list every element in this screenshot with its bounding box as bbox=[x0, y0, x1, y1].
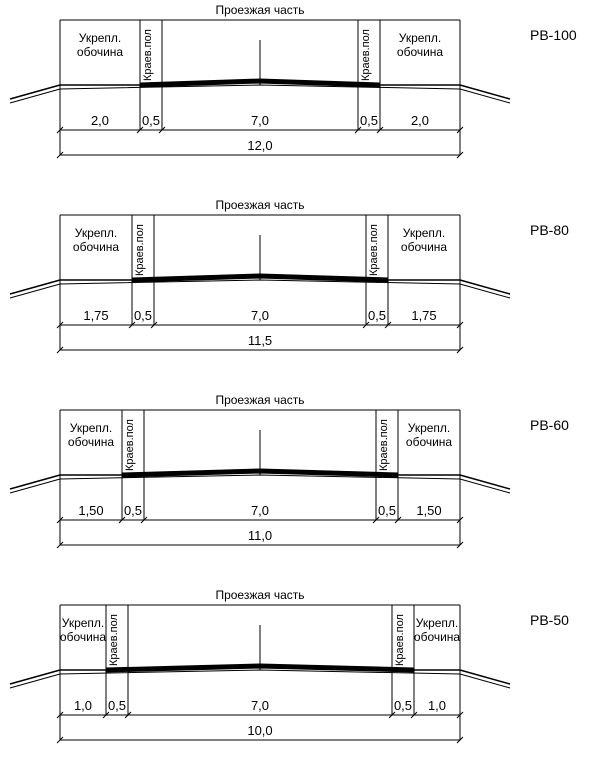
left-edge-label: Краев.пол bbox=[134, 224, 146, 276]
dim-left-shoulder: 1,0 bbox=[74, 698, 92, 713]
dim-centre: 7,0 bbox=[251, 698, 269, 713]
section-name: РВ-100 bbox=[530, 27, 577, 43]
left-shoulder-label-2: обочина bbox=[77, 45, 124, 59]
section-РВ-100: Проезжая частьРВ-100Укрепл.обочинаУкрепл… bbox=[10, 3, 577, 158]
section-name: РВ-80 bbox=[530, 222, 569, 238]
right-shoulder-label-1: Укрепл. bbox=[416, 616, 459, 630]
section-name: РВ-60 bbox=[530, 417, 569, 433]
right-shoulder-label-2: обочина bbox=[414, 630, 461, 644]
carriageway-label: Проезжая часть bbox=[215, 198, 304, 212]
dim-centre: 7,0 bbox=[251, 113, 269, 128]
dim-left-edge: 0,5 bbox=[124, 503, 142, 518]
dim-centre: 7,0 bbox=[251, 308, 269, 323]
dim-right-edge: 0,5 bbox=[394, 698, 412, 713]
carriageway-label: Проезжая часть bbox=[215, 588, 304, 602]
right-shoulder-label-1: Укрепл. bbox=[403, 226, 446, 240]
dim-left-shoulder: 1,50 bbox=[78, 503, 103, 518]
left-shoulder-label-2: обочина bbox=[73, 240, 120, 254]
left-shoulder-label-1: Укрепл. bbox=[79, 31, 122, 45]
right-edge-label: Краев.пол bbox=[368, 224, 380, 276]
dim-left-edge: 0,5 bbox=[134, 308, 152, 323]
left-edge-label: Краев.пол bbox=[124, 419, 136, 471]
dim-right-edge: 0,5 bbox=[378, 503, 396, 518]
dim-total: 11,5 bbox=[248, 333, 272, 348]
right-shoulder-label-1: Укрепл. bbox=[399, 31, 442, 45]
left-shoulder-label-1: Укрепл. bbox=[70, 421, 113, 435]
dim-right-shoulder: 1,50 bbox=[416, 503, 441, 518]
dim-right-shoulder: 2,0 bbox=[411, 113, 429, 128]
dim-right-edge: 0,5 bbox=[360, 113, 378, 128]
dim-left-shoulder: 2,0 bbox=[91, 113, 109, 128]
dim-left-edge: 0,5 bbox=[108, 698, 126, 713]
right-shoulder-label-2: обочина bbox=[397, 45, 444, 59]
carriageway-label: Проезжая часть bbox=[215, 3, 304, 17]
carriageway-label: Проезжая часть bbox=[215, 393, 304, 407]
right-shoulder-label-2: обочина bbox=[406, 435, 453, 449]
right-shoulder-label-2: обочина bbox=[401, 240, 448, 254]
left-shoulder-label-1: Укрепл. bbox=[75, 226, 118, 240]
dim-right-shoulder: 1,0 bbox=[428, 698, 446, 713]
dim-right-edge: 0,5 bbox=[368, 308, 386, 323]
dim-centre: 7,0 bbox=[251, 503, 269, 518]
left-shoulder-label-1: Укрепл. bbox=[62, 616, 105, 630]
left-edge-label: Краев.пол bbox=[142, 29, 154, 81]
dim-right-shoulder: 1,75 bbox=[411, 308, 436, 323]
section-РВ-60: Проезжая частьРВ-60Укрепл.обочинаУкрепл.… bbox=[10, 393, 569, 548]
left-edge-label: Краев.пол bbox=[108, 614, 120, 666]
right-edge-label: Краев.пол bbox=[360, 29, 372, 81]
left-shoulder-label-2: обочина bbox=[60, 630, 107, 644]
dim-left-edge: 0,5 bbox=[142, 113, 160, 128]
left-shoulder-label-2: обочина bbox=[68, 435, 115, 449]
section-РВ-50: Проезжая частьРВ-50Укрепл.обочинаУкрепл.… bbox=[10, 588, 569, 743]
dim-total: 12,0 bbox=[247, 138, 272, 153]
dim-left-shoulder: 1,75 bbox=[83, 308, 108, 323]
dim-total: 11,0 bbox=[248, 528, 272, 543]
right-shoulder-label-1: Укрепл. bbox=[408, 421, 451, 435]
right-edge-label: Краев.пол bbox=[394, 614, 406, 666]
section-name: РВ-50 bbox=[530, 612, 569, 628]
right-edge-label: Краев.пол bbox=[378, 419, 390, 471]
dim-total: 10,0 bbox=[247, 723, 272, 738]
road-cross-sections: Проезжая частьРВ-100Укрепл.обочинаУкрепл… bbox=[0, 0, 600, 775]
section-РВ-80: Проезжая частьРВ-80Укрепл.обочинаУкрепл.… bbox=[10, 198, 569, 353]
